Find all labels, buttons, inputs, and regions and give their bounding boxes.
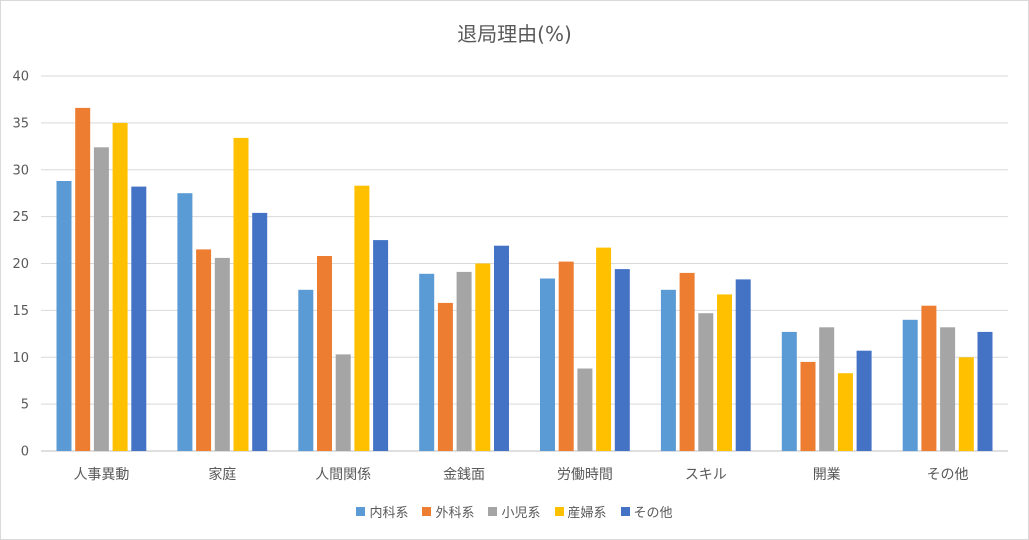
bar — [977, 331, 993, 451]
chart-title: 退局理由(%) — [457, 22, 572, 46]
bar — [577, 368, 593, 451]
legend-item: その他 — [620, 502, 673, 521]
bar — [93, 147, 109, 452]
bar — [419, 273, 435, 451]
legend-swatch — [488, 507, 498, 516]
legend-label: 内科系 — [369, 506, 409, 521]
legend-item: 外科系 — [422, 502, 474, 521]
legend: 内科系 外科系 小児系 産婦系 その他 — [0, 502, 1029, 521]
legend-item: 小児系 — [488, 502, 541, 521]
bar — [940, 327, 956, 452]
bar — [317, 256, 332, 451]
bar — [335, 354, 351, 451]
bar — [958, 357, 974, 452]
bar — [902, 319, 918, 452]
bar — [252, 212, 268, 451]
y-axis-tick-labels: 0 5 10 15 20 25 30 35 40 — [12, 70, 29, 460]
legend-item: 内科系 — [356, 502, 408, 521]
bar — [540, 278, 555, 451]
bar — [735, 279, 751, 451]
y-tick-label: 20 — [12, 257, 29, 272]
bar — [475, 263, 491, 451]
bar — [177, 193, 193, 451]
bar — [921, 305, 937, 451]
x-category-label: 金銭面 — [443, 467, 485, 483]
bar — [196, 249, 212, 451]
bar — [819, 327, 835, 452]
bar — [614, 269, 630, 451]
bar — [698, 313, 714, 451]
bar — [660, 289, 676, 452]
bar — [437, 302, 453, 451]
bar — [354, 185, 370, 451]
bar — [800, 361, 816, 451]
bar — [456, 271, 472, 451]
y-tick-label: 25 — [12, 210, 29, 225]
bar — [717, 294, 732, 451]
legend-swatch — [620, 507, 630, 516]
legend-label: 外科系 — [435, 506, 475, 521]
bar — [214, 257, 230, 451]
x-category-label: 家庭 — [208, 466, 236, 483]
x-category-label: スキル — [685, 467, 727, 483]
bar — [679, 272, 695, 451]
y-tick-label: 15 — [12, 304, 29, 319]
x-axis-category-labels: 人事異動 家庭 人間関係 金銭面 労働時間 スキル 開業 その他 — [73, 466, 968, 483]
bars — [56, 107, 993, 452]
legend-label: その他 — [633, 506, 673, 521]
y-tick-label: 5 — [21, 398, 29, 413]
x-category-label: 開業 — [813, 467, 841, 483]
y-tick-label: 0 — [21, 445, 29, 460]
x-category-label: その他 — [927, 467, 969, 483]
bar — [131, 186, 147, 451]
bar — [112, 122, 128, 452]
legend-item: 産婦系 — [554, 502, 607, 521]
bar — [75, 107, 91, 452]
x-category-label: 人事異動 — [73, 467, 129, 483]
bar — [298, 289, 314, 452]
legend-swatch — [356, 507, 366, 516]
bar — [373, 240, 389, 451]
x-category-label: 人間関係 — [315, 467, 371, 483]
bar — [56, 181, 72, 451]
legend-swatch — [554, 507, 564, 516]
bar — [781, 331, 797, 451]
bar — [558, 261, 574, 451]
bar — [596, 247, 612, 451]
y-tick-label: 10 — [12, 351, 29, 366]
legend-label: 産婦系 — [567, 506, 607, 521]
y-tick-label: 30 — [12, 163, 29, 178]
bar — [233, 137, 249, 451]
x-category-label: 労働時間 — [557, 467, 613, 483]
y-tick-label: 40 — [12, 70, 29, 85]
bar — [856, 350, 872, 451]
y-tick-label: 35 — [12, 116, 29, 131]
bar — [837, 373, 853, 451]
bar — [494, 245, 509, 451]
legend-label: 小児系 — [501, 506, 541, 521]
legend-swatch — [422, 507, 432, 516]
